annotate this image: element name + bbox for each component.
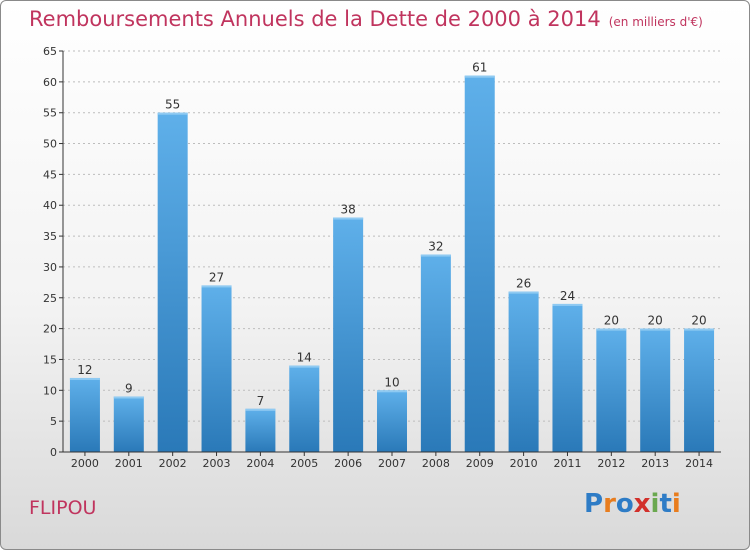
bar-highlight [289,365,320,368]
y-tick-label: 0 [50,446,57,459]
axes [59,50,721,456]
bar-highlight [333,217,364,220]
x-tick-label: 2014 [685,457,713,470]
bar-highlight [420,254,451,257]
bar-2011[interactable] [552,303,583,452]
logo-letter: i [671,489,681,519]
bar-highlight [69,377,100,380]
x-tick-label: 2010 [510,457,538,470]
logo-letter: r [603,489,616,519]
bar-2007[interactable] [377,390,407,452]
bar-highlight [377,390,407,393]
x-tick-label: 2011 [553,457,581,470]
chart-title-text: Remboursements Annuels de la Dette de 20… [29,7,601,31]
value-label: 7 [257,394,265,408]
value-label: 20 [691,314,706,328]
logo-letter: P [584,489,604,519]
bar-2010[interactable] [508,291,539,452]
proxiti-logo[interactable]: Proxiti [584,489,681,519]
value-label: 24 [560,289,575,303]
bar-highlight [640,328,671,331]
value-label: 12 [77,363,92,377]
bar-highlight [684,328,715,331]
bar-2008[interactable] [420,254,451,452]
bar-highlight [245,408,276,411]
bar-2002[interactable] [157,112,188,452]
y-tick-label: 30 [43,261,57,274]
logo-letter: o [615,489,634,519]
logo-letter: x [633,489,651,519]
value-label: 20 [604,314,619,328]
place-name: FLIPOU [29,497,97,519]
chart-title: Remboursements Annuels de la Dette de 20… [29,7,703,31]
y-tick-label: 65 [43,45,57,58]
value-label: 10 [384,375,399,389]
bar-2000[interactable] [69,377,100,452]
bar-highlight [552,303,583,306]
y-tick-label: 40 [43,199,57,212]
bar-2009[interactable] [464,75,495,452]
bar-2006[interactable] [333,217,364,452]
bar-highlight [157,112,188,115]
y-tick-label: 60 [43,76,57,89]
y-tick-label: 20 [43,323,57,336]
x-tick-label: 2003 [203,457,231,470]
x-tick-label: 2004 [246,457,274,470]
bar-highlight [113,396,144,399]
y-tick-label: 50 [43,138,57,151]
bars [69,75,715,452]
bar-2003[interactable] [201,285,232,452]
value-label: 38 [340,203,355,217]
y-tick-label: 5 [50,415,57,428]
labels: 0 5 10 15 20 25 30 35 40 45 50 55 60 65 12 2000 9 2001 55 2… [43,45,713,470]
y-tick-label: 55 [43,107,57,120]
y-tick-label: 15 [43,353,57,366]
y-tick-label: 35 [43,230,57,243]
bar-highlight [464,75,495,78]
logo-letter: i [650,489,660,519]
bar-2012[interactable] [596,328,627,452]
x-tick-label: 2005 [290,457,318,470]
x-tick-label: 2002 [159,457,187,470]
x-tick-label: 2006 [334,457,362,470]
y-tick-label: 25 [43,292,57,305]
value-label: 20 [648,314,663,328]
x-tick-label: 2001 [115,457,143,470]
x-tick-label: 2009 [466,457,494,470]
chart-subtitle: (en milliers d'€) [608,15,703,29]
bar-2001[interactable] [113,396,144,452]
bar-highlight [508,291,539,294]
bar-2013[interactable] [640,328,671,452]
bar-highlight [201,285,232,288]
value-label: 27 [209,270,224,284]
bar-2004[interactable] [245,408,276,452]
logo-letter: t [659,489,672,519]
x-tick-label: 2008 [422,457,450,470]
value-label: 55 [165,98,180,112]
x-tick-label: 2000 [71,457,99,470]
bar-2005[interactable] [289,365,320,452]
value-label: 14 [297,351,312,365]
x-tick-label: 2012 [597,457,625,470]
x-tick-label: 2013 [641,457,669,470]
value-label: 32 [428,240,443,254]
y-tick-label: 10 [43,384,57,397]
y-tick-label: 45 [43,168,57,181]
bar-2014[interactable] [684,328,715,452]
value-label: 9 [125,381,133,395]
x-tick-label: 2007 [378,457,406,470]
value-label: 26 [516,277,531,291]
bar-highlight [596,328,627,331]
value-label: 61 [472,61,487,75]
